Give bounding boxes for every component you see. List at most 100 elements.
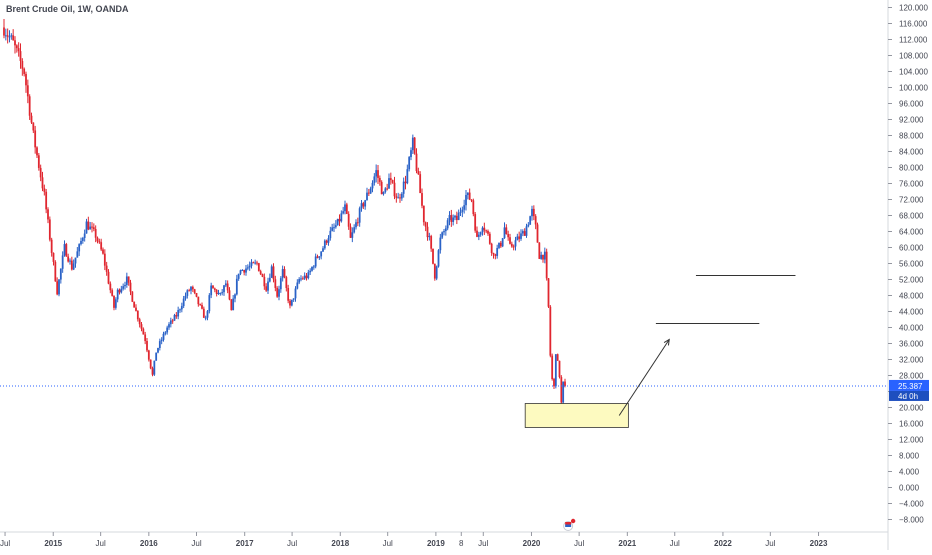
candle-body	[186, 290, 189, 296]
candle-body	[162, 333, 165, 340]
candle-body	[507, 234, 510, 238]
candle-body	[164, 332, 167, 334]
candle-body	[479, 232, 482, 235]
candle-body	[118, 289, 121, 293]
candle-body	[472, 200, 475, 215]
candle-body	[61, 255, 64, 269]
candle-body	[384, 188, 387, 193]
candle-body	[404, 181, 407, 184]
candle-body	[232, 298, 235, 311]
candle-body	[545, 251, 548, 279]
y-tick-label: 80.000	[899, 164, 924, 173]
candle-body	[98, 241, 101, 243]
candle-body	[91, 226, 93, 228]
candle-body	[265, 286, 268, 291]
candle-body	[81, 237, 84, 241]
candle-body	[292, 298, 295, 300]
candle-body	[320, 251, 323, 257]
candle-body	[69, 260, 71, 262]
symbol-title: Brent Crude Oil, 1W, OANDA	[6, 4, 129, 14]
y-tick-label: 72.000	[899, 196, 924, 205]
candle-body	[334, 225, 337, 228]
candle-body	[481, 227, 484, 233]
candle-body	[70, 260, 73, 270]
candle-body	[362, 203, 365, 207]
candle-body	[4, 35, 7, 37]
y-tick-label: 40.000	[899, 324, 924, 333]
candle-body	[135, 307, 137, 311]
candle-body	[12, 35, 15, 41]
y-tick-label: 88.000	[899, 132, 924, 141]
candle-body	[230, 299, 233, 311]
candle-body	[19, 51, 22, 62]
candle-body	[388, 178, 390, 189]
candle-body	[538, 242, 541, 259]
candle-body	[107, 271, 110, 284]
candle-body	[527, 224, 530, 227]
candle-body	[219, 292, 222, 294]
candle-body	[171, 320, 174, 322]
candle-body	[43, 188, 46, 192]
candle-body	[136, 310, 139, 320]
x-tick-label: 2022	[714, 539, 732, 548]
candle-body	[358, 208, 361, 223]
x-tick-label: 2019	[427, 539, 445, 548]
y-tick-label: 104.000	[899, 68, 928, 77]
y-tick-label: 108.000	[899, 52, 928, 61]
candle-body	[406, 169, 409, 184]
candle-body	[536, 224, 539, 243]
candle-body	[316, 256, 319, 258]
candle-body	[437, 250, 440, 267]
y-tick-label: 36.000	[899, 340, 924, 349]
candle-body	[215, 289, 218, 295]
candle-body	[461, 209, 464, 212]
candle-body	[180, 306, 183, 310]
candle-body	[290, 299, 293, 306]
candle-body	[37, 155, 40, 168]
x-tick-label: 2018	[331, 539, 349, 548]
candle-body	[529, 216, 532, 225]
candle-body	[560, 377, 563, 403]
candle-body	[89, 226, 92, 230]
candle-body	[184, 295, 187, 299]
candle-body	[94, 229, 97, 238]
y-tick-label: 28.000	[899, 372, 924, 381]
candle-body	[206, 311, 209, 318]
candle-body	[395, 196, 398, 198]
candle-body	[369, 188, 372, 194]
support-zone-rectangle[interactable]	[524, 403, 629, 428]
candle-body	[378, 177, 381, 182]
candle-body	[208, 295, 211, 312]
candle-body	[353, 227, 356, 233]
candle-body	[400, 193, 403, 199]
candle-body	[279, 278, 282, 290]
x-tick-label: Jul	[191, 539, 201, 548]
y-tick-label: 60.000	[899, 244, 924, 253]
candle-body	[307, 272, 310, 279]
y-tick-label: 64.000	[899, 228, 924, 237]
candle-body	[131, 291, 134, 302]
candle-body	[175, 315, 178, 317]
candle-body	[190, 286, 192, 291]
candle-body	[50, 239, 53, 253]
candle-body	[6, 35, 9, 37]
candle-body	[498, 242, 500, 248]
candle-body	[296, 282, 299, 289]
candle-body	[455, 215, 458, 221]
candle-body	[195, 292, 198, 297]
candle-body	[149, 359, 152, 369]
candle-body	[109, 283, 112, 291]
candle-body	[58, 279, 60, 295]
candle-body	[474, 214, 477, 231]
y-tick-label: 116.000	[899, 20, 928, 29]
candle-body	[364, 200, 367, 207]
x-tick-label: Jul	[574, 539, 584, 548]
x-tick-label: 2015	[44, 539, 62, 548]
trend-arrow-line[interactable]	[618, 339, 670, 416]
candle-body	[428, 236, 431, 238]
candle-body	[547, 278, 550, 307]
candle-body	[314, 256, 317, 267]
candle-body	[23, 68, 26, 74]
